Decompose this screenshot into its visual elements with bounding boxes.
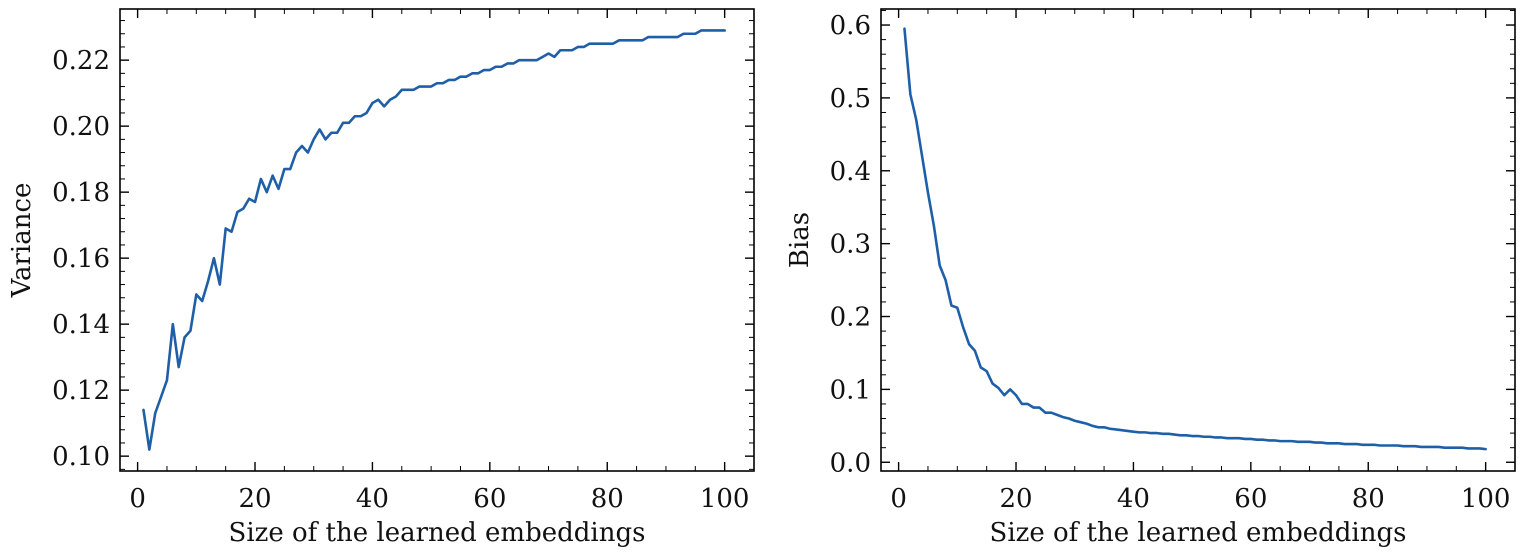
variance-x-tick-label: 40 — [356, 484, 389, 514]
variance-x-tick-label: 100 — [700, 484, 750, 514]
bias-axes-frame — [880, 8, 1516, 472]
bias-y-tick-label: 0.6 — [830, 11, 871, 41]
bias-y-tick-label: 0.4 — [830, 157, 871, 187]
bias-x-tick-label: 100 — [1461, 484, 1511, 514]
bias-x-tick-label: 60 — [1234, 484, 1267, 514]
variance-x-axis-label: Size of the learned embeddings — [229, 518, 646, 548]
variance-y-tick-label: 0.14 — [52, 310, 110, 340]
bias-x-tick-label: 80 — [1352, 484, 1385, 514]
variance-y-tick-label: 0.16 — [52, 244, 110, 274]
variance-x-tick-label: 80 — [591, 484, 624, 514]
bias-y-tick-label: 0.0 — [830, 448, 871, 478]
bias-y-axis-label: Bias — [785, 212, 815, 268]
variance-panel: 0 20 40 60 80 100 0.10 0.12 0.14 0.16 0.18 0.20 0.22… — [7, 8, 755, 548]
variance-y-tick-label: 0.10 — [52, 442, 110, 472]
variance-y-tick-label: 0.12 — [52, 376, 110, 406]
variance-y-tick-label: 0.20 — [52, 112, 110, 142]
bias-panel: 0 20 40 60 80 100 0.0 0.1 0.2 0.3 0.4 0.5 0.6 Size of… — [785, 8, 1516, 548]
bias-series-line — [903, 27, 1487, 451]
variance-y-tick-label: 0.18 — [52, 178, 110, 208]
bias-x-axis-label: Size of the learned embeddings — [990, 518, 1407, 548]
bias-x-tick-label: 0 — [890, 484, 907, 514]
bias-x-tick-label: 40 — [1117, 484, 1150, 514]
variance-y-axis-label: Variance — [7, 183, 37, 299]
variance-x-tick-label: 20 — [238, 484, 271, 514]
variance-axes-frame — [119, 8, 755, 472]
variance-x-tick-label: 0 — [129, 484, 146, 514]
variance-x-tick-label: 60 — [473, 484, 506, 514]
variance-series-line — [142, 29, 726, 451]
bias-y-tick-label: 0.3 — [830, 230, 871, 260]
bias-y-tick-label: 0.1 — [830, 375, 871, 405]
bias-x-tick-label: 20 — [999, 484, 1032, 514]
variance-y-tick-label: 0.22 — [52, 46, 110, 76]
bias-y-tick-label: 0.5 — [830, 84, 871, 114]
bias-y-tick-label: 0.2 — [830, 303, 871, 333]
